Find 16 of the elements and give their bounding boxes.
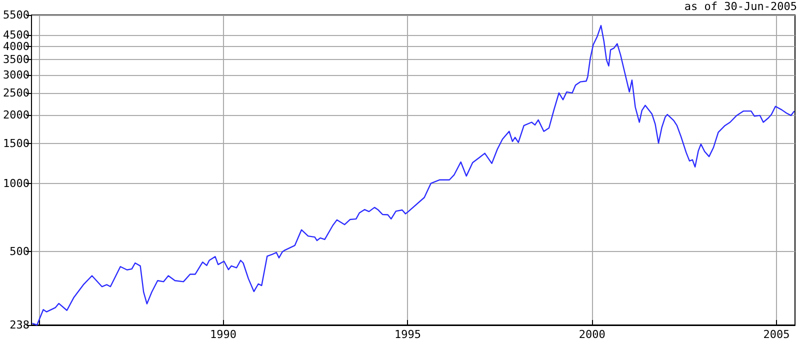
y-tick-label: 3500 — [2, 53, 30, 66]
x-tick-label: 2000 — [578, 328, 606, 341]
y-tick-label: 4500 — [2, 28, 30, 42]
x-tick-label: 1990 — [210, 328, 237, 341]
x-tick-label: 1995 — [394, 328, 421, 341]
y-tick-label: 1000 — [2, 176, 30, 190]
y-tick-label: 5500 — [2, 8, 30, 22]
y-tick-label: 2000 — [2, 108, 30, 122]
y-tick-label: 1500 — [2, 136, 30, 150]
text: as of 30-Jun-2005 — [684, 0, 798, 13]
y-tick-label: 4000 — [2, 40, 30, 53]
y-tick-label: 500 — [10, 245, 30, 258]
x-tick-label: 2005 — [763, 328, 790, 341]
y-tick-label: 2500 — [2, 86, 30, 100]
y-tick-label: 238 — [10, 318, 30, 332]
y-tick-label: 3000 — [2, 68, 30, 82]
